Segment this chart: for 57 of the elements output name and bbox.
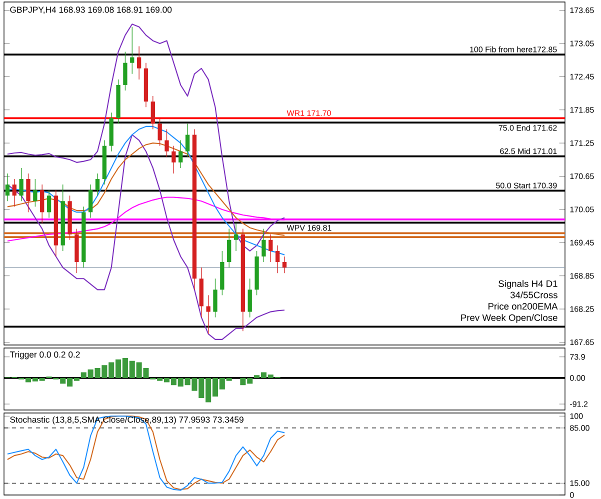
candlestick [19,168,24,202]
ref-line-label: WPV 169.81 [286,224,332,231]
y-tick-label: 0 [570,492,574,498]
ref-line-label: 50.0 Start 170.39 [496,182,557,188]
candlestick [172,145,176,174]
ref-line-label: WR1 171.70 [286,110,331,116]
candlestick [206,294,210,334]
y-tick-label: 173.65 [570,7,594,14]
candlestick [234,222,238,252]
candlestick [248,278,252,318]
ref-line-label: 100 Fib from here172.85 [470,46,557,52]
candlestick [282,256,287,274]
candlestick [150,96,155,130]
candlestick [33,178,38,208]
y-tick-label: 100 [570,413,583,419]
y-tick-label: -91.2 [570,401,588,407]
candlestick [136,46,142,80]
chart-title: Trigger 0.0 0.2 0.2 [10,351,80,360]
candlestick [40,184,44,224]
y-tick-label: 0.00 [570,375,585,381]
candlestick [130,26,134,74]
y-tick-label: 85.00 [570,425,590,431]
y-tick-label: 171.85 [570,107,594,113]
candlestick [213,278,218,318]
annotation: Signals H4 D1 [498,280,558,289]
y-tick-label: 167.65 [570,339,594,346]
candlestick [46,190,52,218]
candlestick [178,140,183,168]
candlestick [88,184,93,218]
candlestick [12,178,16,208]
y-tick-label: 170.65 [570,173,594,180]
candlestick [164,128,169,158]
annotation: Prev Week Open/Close [461,314,558,323]
candlestick [26,173,30,213]
annotation: Price on200EMA [488,302,558,310]
chart-title: GBPJPY,H4 168.93 169.08 168.91 169.00 [10,6,172,14]
candlestick [158,118,162,146]
y-tick-label: 173.05 [570,40,594,46]
y-tick-label: 170.05 [570,206,594,212]
y-tick-label: 171.25 [570,140,594,146]
y-tick-label: 169.45 [570,240,594,246]
ref-line-label: 62.5 Mid 171.01 [500,148,557,154]
candlestick [227,228,232,268]
candlestick [5,173,10,202]
ref-line-label: 75.0 End 171.62 [498,124,557,131]
y-tick-label: 168.85 [570,273,594,279]
y-tick-label: 168.25 [570,306,594,312]
candlestick [123,51,128,91]
candlestick [275,245,280,274]
candlestick [95,173,100,196]
annotation: 34/55Cross [510,291,558,298]
candlestick [185,123,190,158]
candlestick [262,228,266,262]
y-tick-label: 15.00 [570,480,590,486]
candlestick [268,234,273,262]
y-tick-label: 73.9 [570,354,585,360]
y-tick-label: 172.45 [570,74,594,80]
